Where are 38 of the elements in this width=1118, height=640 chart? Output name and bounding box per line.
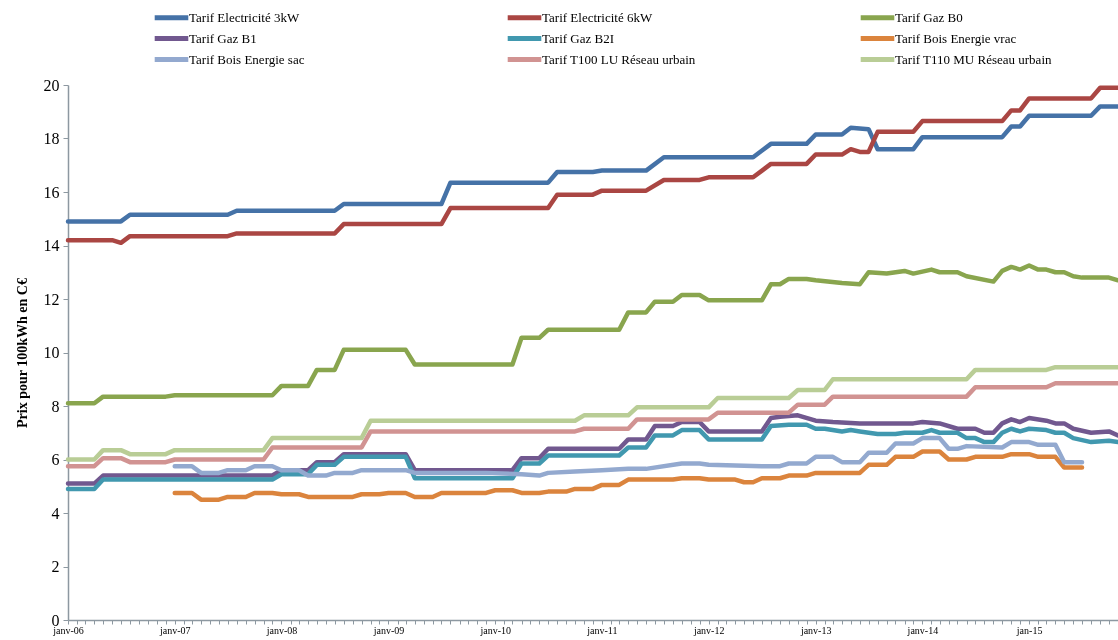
x-tick-label: jan-15 — [1015, 624, 1043, 636]
line-series — [65, 381, 1118, 469]
line-series — [65, 85, 1118, 246]
y-tick-label: 12 — [43, 290, 60, 308]
line-series — [65, 263, 1118, 406]
line-series — [65, 364, 1118, 462]
legend-label: Tarif T110 MU Réseau urbain — [895, 51, 1052, 67]
y-tick-label: 2 — [51, 558, 60, 575]
legend-label: Tarif Gaz B1 — [189, 30, 257, 46]
y-tick-label: 8 — [51, 397, 60, 415]
legend-label: Tarif Bois Energie sac — [189, 51, 305, 67]
x-tick-label: janv-11 — [586, 624, 618, 636]
x-tick-label: janv-12 — [692, 624, 725, 636]
x-tick-label: janv-08 — [265, 624, 298, 636]
y-tick-label: 10 — [43, 344, 60, 361]
legend-label: Tarif T100 LU Réseau urbain — [542, 51, 696, 67]
legend-label: Tarif Gaz B0 — [895, 9, 963, 25]
legend-label: Tarif Gaz B2I — [542, 30, 615, 46]
line-series — [65, 104, 1118, 224]
legend-label: Tarif Electricité 6kW — [542, 9, 653, 25]
x-tick-label: janv-10 — [479, 624, 511, 636]
legend-label: Tarif Electricité 3kW — [189, 9, 300, 25]
legend-label: Tarif Bois Energie vrac — [895, 30, 1017, 46]
x-tick-label: janv-14 — [906, 624, 939, 636]
y-tick-label: 6 — [51, 451, 60, 468]
line-series — [172, 435, 1085, 478]
x-tick-label: janv-07 — [158, 624, 191, 636]
line-series — [172, 449, 1085, 502]
x-tick-label: janv-09 — [372, 624, 405, 636]
y-tick-label: 14 — [43, 237, 60, 254]
y-tick-label: 18 — [43, 130, 60, 147]
x-tick-label: janv-13 — [799, 624, 832, 636]
line-series — [65, 422, 1118, 492]
y-axis-title: Prix pour 100kWh en C€ — [14, 278, 30, 428]
y-tick-label: 16 — [43, 183, 60, 201]
y-tick-label: 4 — [51, 504, 60, 522]
y-tick-label: 20 — [43, 76, 60, 94]
line-series — [65, 413, 1118, 486]
